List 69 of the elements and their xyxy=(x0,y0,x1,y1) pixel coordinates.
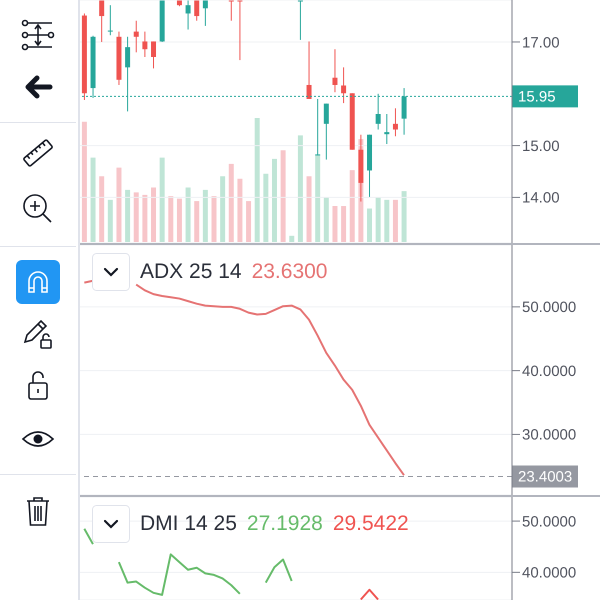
bar xyxy=(228,164,234,242)
bar xyxy=(384,200,390,242)
y-tick-label: 50.0000 xyxy=(522,513,576,530)
bar xyxy=(151,187,156,242)
bar xyxy=(272,158,277,242)
candlestick xyxy=(324,103,329,160)
candlestick xyxy=(298,0,303,40)
candlestick xyxy=(202,0,208,26)
bar xyxy=(332,206,338,242)
bar xyxy=(142,194,148,242)
bar xyxy=(186,187,191,242)
candlestick xyxy=(108,4,113,36)
bar xyxy=(324,197,329,242)
bar xyxy=(220,176,226,242)
bar xyxy=(99,176,104,242)
bar xyxy=(202,190,208,242)
bar xyxy=(350,170,355,242)
bar xyxy=(341,206,346,242)
candlestick xyxy=(228,0,234,22)
bar xyxy=(160,158,165,242)
bar xyxy=(176,198,182,242)
bar xyxy=(168,196,174,242)
annotation: 27.1928 xyxy=(246,512,323,536)
y-tick-label: 14.00 xyxy=(522,190,560,207)
bar xyxy=(116,168,122,242)
candlestick xyxy=(134,20,139,53)
candlestick xyxy=(306,40,312,100)
candlestick xyxy=(392,108,398,137)
bar xyxy=(254,118,260,242)
bar xyxy=(315,155,320,242)
y-tick-label: 40.0000 xyxy=(522,362,576,380)
bar xyxy=(298,135,303,242)
bar xyxy=(280,150,286,242)
bar xyxy=(376,197,381,242)
bar xyxy=(306,176,312,242)
candlestick xyxy=(384,113,390,145)
bar xyxy=(82,122,87,242)
bar xyxy=(402,191,407,242)
y-tick-label: 40.0000 xyxy=(522,564,576,582)
bar xyxy=(237,178,242,242)
candlestick xyxy=(237,0,242,61)
candlestick xyxy=(151,40,156,69)
bar xyxy=(367,208,372,242)
candlestick xyxy=(99,0,104,42)
candlestick xyxy=(186,0,191,30)
bar xyxy=(108,200,113,242)
bar xyxy=(263,174,268,242)
candlestick xyxy=(341,66,346,104)
bar xyxy=(134,192,139,242)
ref-line-label: 15.95 xyxy=(518,88,556,106)
text: DMI 14 25 xyxy=(140,512,237,536)
annotation: 23.6300 xyxy=(252,260,328,284)
annotation: 29.5422 xyxy=(332,512,409,536)
y-tick-label: 30.0000 xyxy=(522,426,576,444)
bar xyxy=(194,201,200,242)
bar xyxy=(90,158,96,242)
y-tick-label: 50.0000 xyxy=(522,299,576,316)
y-tick-label: 17.00 xyxy=(522,34,560,52)
bar xyxy=(125,190,130,242)
candlestick xyxy=(194,0,200,22)
text: ADX 25 14 xyxy=(140,260,242,284)
candlestick xyxy=(142,31,148,58)
bar xyxy=(246,201,252,242)
bar xyxy=(392,200,398,242)
y-tick-label: 15.00 xyxy=(522,138,560,155)
bar xyxy=(212,196,216,242)
ref-line-label: 23.4003 xyxy=(518,468,572,486)
candlestick xyxy=(332,48,338,93)
bar xyxy=(289,236,294,242)
